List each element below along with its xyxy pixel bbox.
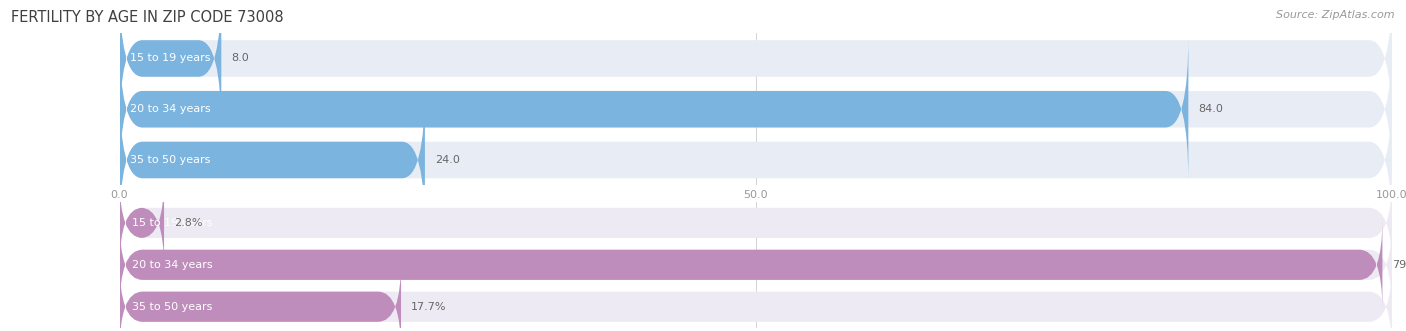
FancyBboxPatch shape	[120, 178, 165, 268]
FancyBboxPatch shape	[120, 261, 401, 331]
FancyBboxPatch shape	[120, 0, 221, 131]
Text: FERTILITY BY AGE IN ZIP CODE 73008: FERTILITY BY AGE IN ZIP CODE 73008	[11, 10, 284, 25]
FancyBboxPatch shape	[120, 87, 425, 233]
Text: Source: ZipAtlas.com: Source: ZipAtlas.com	[1277, 10, 1395, 20]
Text: 35 to 50 years: 35 to 50 years	[132, 302, 212, 312]
Text: 35 to 50 years: 35 to 50 years	[129, 155, 209, 165]
FancyBboxPatch shape	[120, 219, 1382, 310]
Text: 17.7%: 17.7%	[411, 302, 447, 312]
FancyBboxPatch shape	[120, 87, 1392, 233]
FancyBboxPatch shape	[120, 36, 1188, 182]
FancyBboxPatch shape	[120, 0, 1392, 131]
FancyBboxPatch shape	[120, 219, 1392, 310]
Text: 20 to 34 years: 20 to 34 years	[129, 104, 211, 114]
Text: 15 to 19 years: 15 to 19 years	[129, 54, 209, 64]
Text: 20 to 34 years: 20 to 34 years	[132, 260, 212, 270]
Text: 15 to 19 years: 15 to 19 years	[132, 218, 212, 228]
Text: 24.0: 24.0	[434, 155, 460, 165]
Text: 2.8%: 2.8%	[174, 218, 202, 228]
FancyBboxPatch shape	[120, 261, 1392, 331]
Text: 79.4%: 79.4%	[1392, 260, 1406, 270]
Text: 84.0: 84.0	[1198, 104, 1223, 114]
Text: 8.0: 8.0	[232, 54, 249, 64]
FancyBboxPatch shape	[120, 178, 1392, 268]
FancyBboxPatch shape	[120, 36, 1392, 182]
